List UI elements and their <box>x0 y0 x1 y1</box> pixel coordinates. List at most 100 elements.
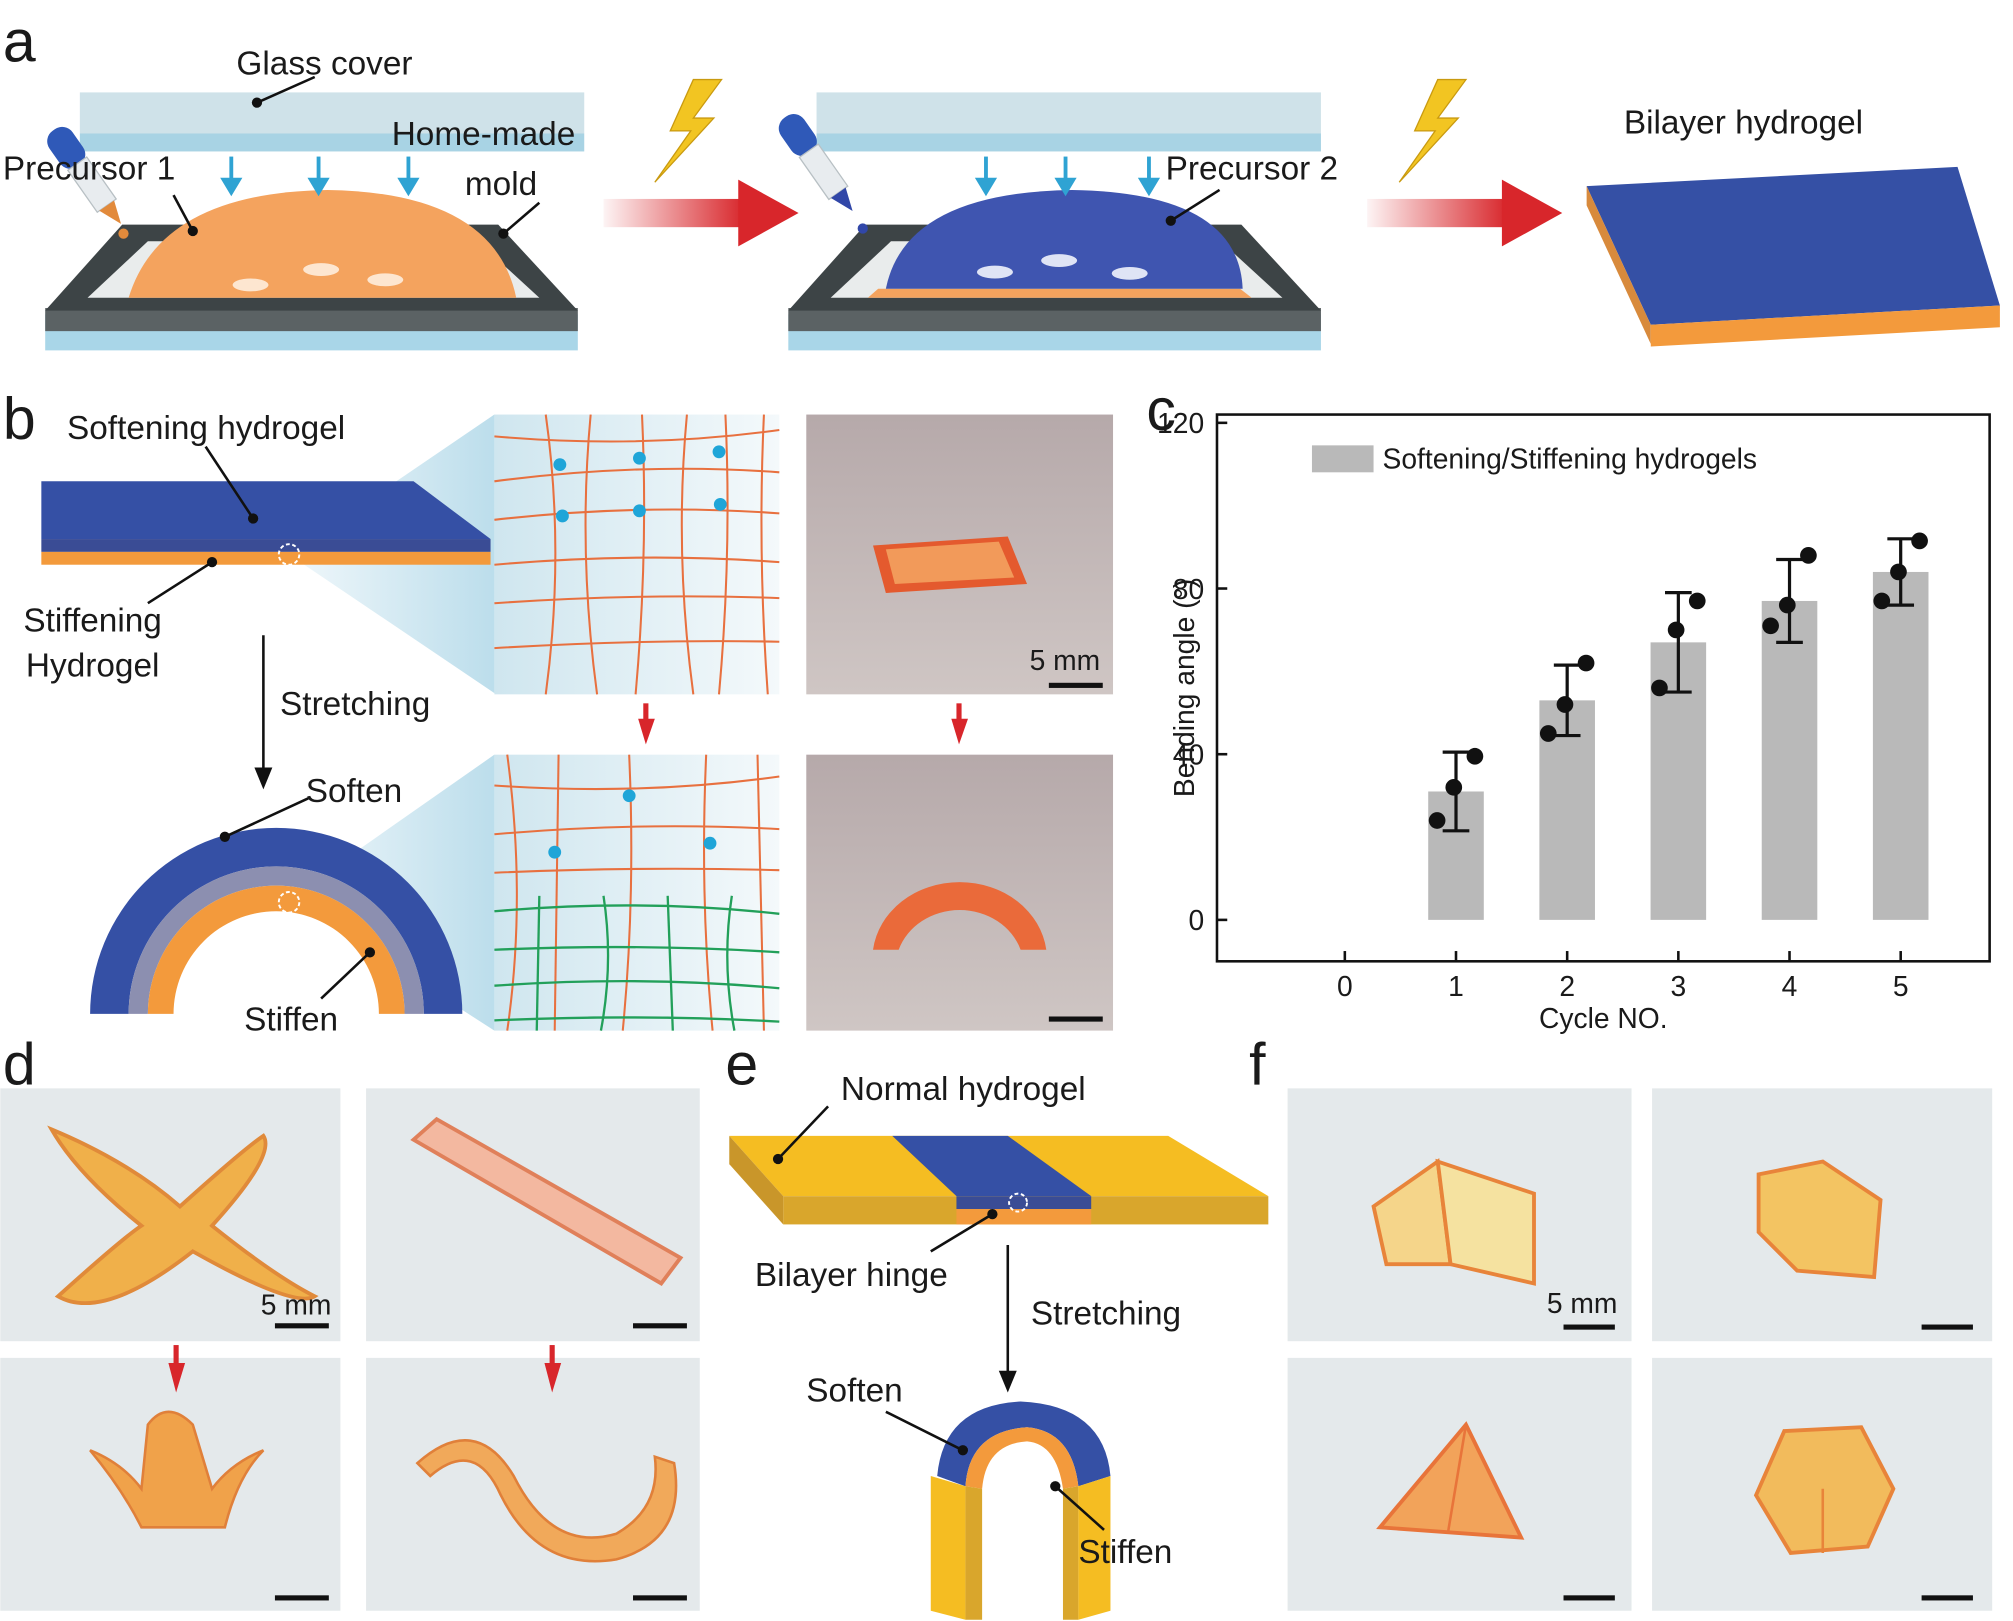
panel-d-photos-shape <box>274 1595 329 1601</box>
label: Glass cover <box>236 45 412 82</box>
panel-b-illustration-shape <box>548 789 717 859</box>
panel-b-illustration-shape-shape <box>717 414 729 695</box>
panel-d-photos-shape <box>366 1088 700 1342</box>
panel-d-photos-shape <box>544 1363 562 1393</box>
panel-b-illustration-shape-shape <box>760 414 769 695</box>
panel-b-illustration-shape-shape <box>726 895 736 1031</box>
x-tick-label: 1 <box>1448 970 1464 1002</box>
panel-d-photos-shape <box>549 1345 555 1366</box>
panel-b-illustration-shape <box>206 557 218 568</box>
panel-a-illustration-shape-shape <box>778 114 817 156</box>
panel-b-illustration-shape <box>147 885 405 1014</box>
panel-b-illustration-shape <box>638 718 655 745</box>
panel-e-illustration-shape <box>892 1135 1092 1197</box>
panel-e-illustration-shape <box>1050 1481 1061 1492</box>
panel-b-illustration-shape <box>277 543 301 566</box>
label: Home-made <box>392 116 576 153</box>
panel-a-illustration-shape-shape <box>397 177 420 197</box>
panel-a-illustration-shape <box>256 75 316 104</box>
panel-a-labels: Glass cover Precursor 1 Home-made mold P… <box>3 45 1863 203</box>
panel-a-illustration-shape <box>498 228 509 239</box>
panel-b-illustration-shape-shape <box>494 775 780 791</box>
data-point <box>1428 812 1446 829</box>
panel-label: e <box>725 1032 758 1098</box>
panel-b-illustration-shape-shape <box>548 845 562 859</box>
panel-b-illustration-shape-shape <box>680 414 695 695</box>
panel-a-illustration-shape <box>118 228 129 239</box>
panel-b-illustration-shape-shape <box>712 445 726 459</box>
panel-f-labels: 5 mm <box>1547 1287 1618 1319</box>
data-point <box>1651 679 1668 697</box>
label: Stiffening <box>23 602 162 639</box>
panel-b-illustration-shape <box>90 827 463 1014</box>
error-bar <box>1665 591 1692 694</box>
data-point <box>1667 621 1685 639</box>
panel-a-illustration-shape <box>867 288 1252 298</box>
panel-b-illustration-shape-shape <box>494 428 780 443</box>
x-tick-label: 5 <box>1893 970 1909 1002</box>
panel-b-illustration-shape-shape <box>556 509 569 523</box>
panel-letters: a b c d e f <box>3 9 1266 1098</box>
panel-a-illustration <box>45 75 2000 351</box>
panel-f-photos-shape <box>1376 1421 1525 1540</box>
panel-b-illustration-shape <box>320 951 371 1000</box>
panel-a-illustration-shape <box>1170 188 1221 222</box>
panel-a-illustration-shape <box>974 156 1161 197</box>
plot-frame <box>1215 413 1991 963</box>
panel-b-illustration-shape <box>956 703 962 722</box>
panel-b-illustration-shape <box>494 414 780 695</box>
panel-b-illustration-shape <box>643 703 649 722</box>
data-point <box>1762 617 1779 635</box>
x-tick-label: 0 <box>1337 970 1353 1002</box>
panel-b-illustration-shape-shape <box>494 556 780 566</box>
panel-e-illustration-shape <box>1062 1486 1079 1620</box>
panel-e-illustration <box>729 1105 1269 1620</box>
panel-a-illustration-shape <box>1586 186 1651 344</box>
panel-b-illustration-shape-shape <box>622 789 636 803</box>
panel-d-photos-shape <box>173 1345 179 1366</box>
bar <box>1872 571 1929 920</box>
panel-b-illustration-shape <box>41 539 491 552</box>
panel-b-illustration-shape-shape <box>703 754 714 1031</box>
panel-e-illustration-shape <box>998 1370 1017 1393</box>
panel-a-illustration-shape <box>172 194 194 232</box>
panel-b-illustration-shape <box>494 754 780 1031</box>
panel-b-illustration-shape-shape <box>494 825 780 836</box>
panel-a-illustration-shape-shape <box>99 200 122 224</box>
panel-e-labels: Normal hydrogel Bilayer hinge Stretching… <box>755 1071 1181 1571</box>
panel-label: f <box>1249 1032 1266 1098</box>
panel-a-illustration-shape <box>1398 78 1468 183</box>
panel-a-illustration-shape <box>128 189 517 298</box>
data-point <box>1445 778 1463 796</box>
label: Hydrogel <box>26 647 160 684</box>
panel-b-illustration-shape <box>204 445 255 520</box>
panel-a-illustration-shape <box>885 189 1243 289</box>
panel-e-illustration-shape <box>729 1135 784 1225</box>
panel-f-photos-shape <box>1435 1158 1536 1286</box>
data-point <box>1911 532 1928 550</box>
data-point <box>1539 725 1557 742</box>
panel-b-illustration-shape <box>41 551 491 565</box>
panel-d-photos-shape <box>168 1363 186 1393</box>
panel-e-illustration-shape <box>777 1105 830 1160</box>
panel-a-illustration-shape <box>187 225 198 237</box>
panel-b-illustration-shape-shape <box>599 895 610 1031</box>
panel-d-labels: 5 mm <box>261 1288 332 1320</box>
panel-a-illustration-shape <box>816 133 1321 152</box>
panel-b-illustration-shape <box>277 891 301 914</box>
bar-chart: 0 40 80 120 0 1 2 3 4 5 Cycle NO. Bending angle (°)… <box>1157 407 1991 1034</box>
data-point <box>1466 747 1484 765</box>
y-tick-label: 40 <box>1173 738 1204 770</box>
panel-b-illustration-shape <box>553 445 727 523</box>
panel-a-illustration-shape <box>45 308 578 332</box>
panel-f-photos-shape <box>1446 1424 1468 1533</box>
data-point <box>1556 696 1574 713</box>
panel-a-illustration-shape <box>816 92 1321 134</box>
scale-bar-label: 5 mm <box>261 1288 332 1320</box>
panel-b-illustration-shape <box>254 767 273 790</box>
panel-label: a <box>3 9 36 75</box>
data-point <box>1778 596 1796 614</box>
panel-b-illustration-shape-shape <box>633 504 646 518</box>
label: Precursor 1 <box>3 151 175 188</box>
label: Soften <box>306 773 402 810</box>
